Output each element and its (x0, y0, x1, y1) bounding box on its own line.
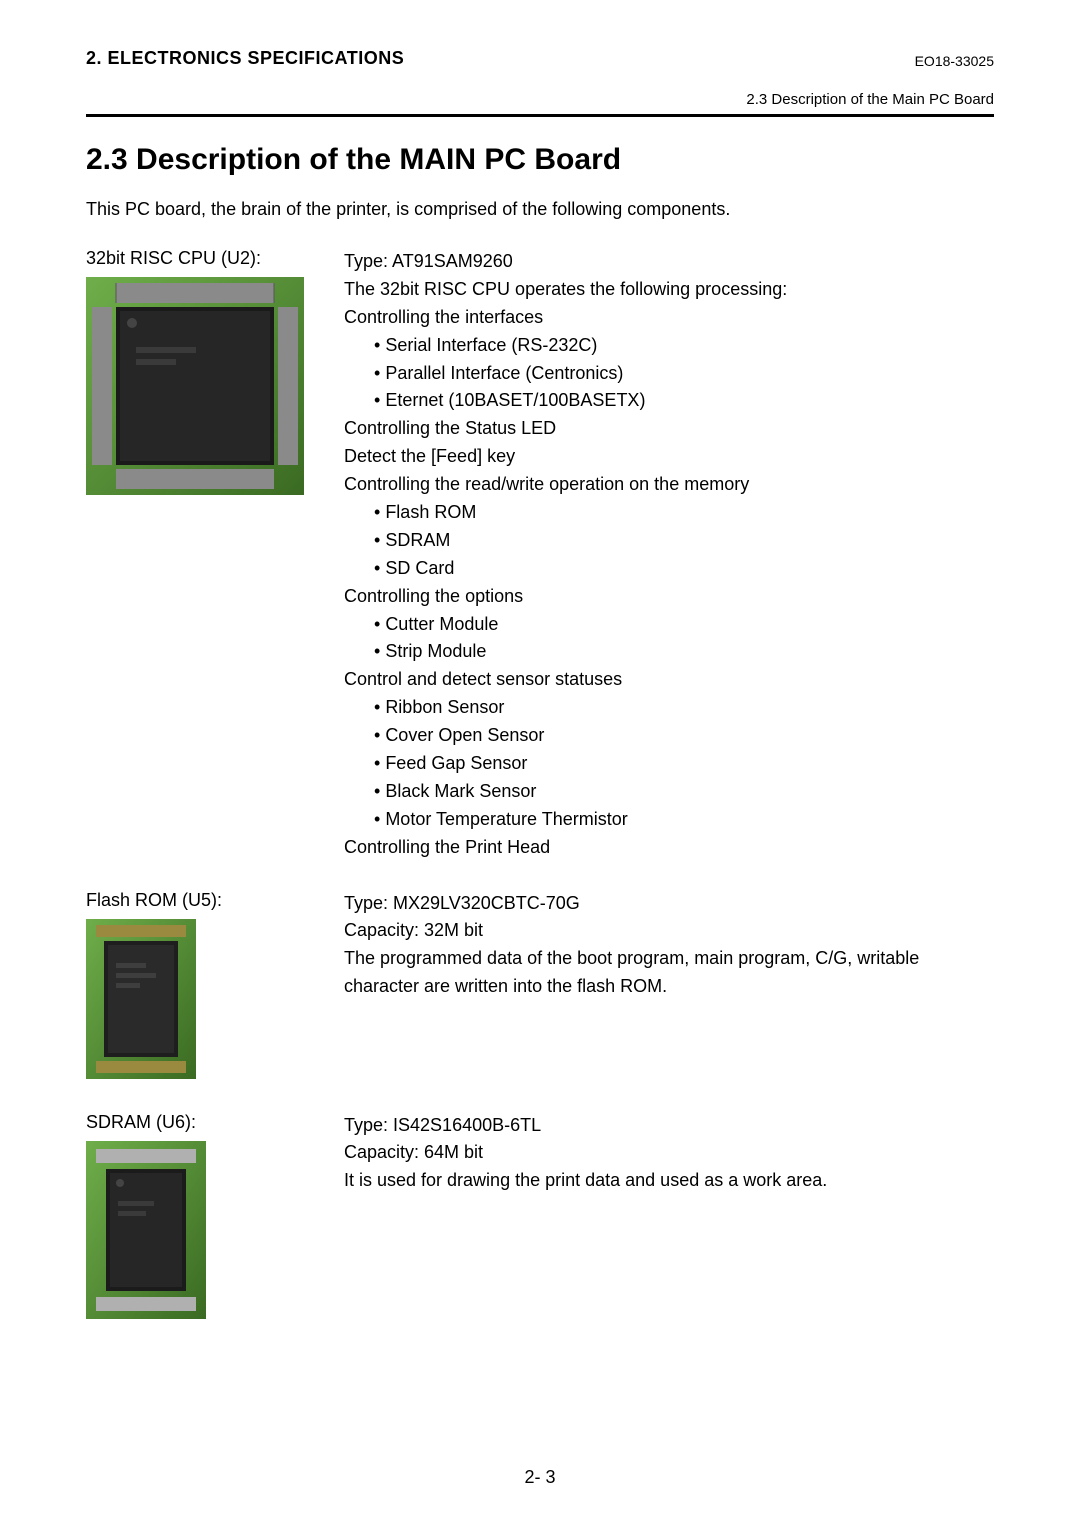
cpu-mem-item: SDRAM (374, 527, 994, 555)
sdram-chip-image (86, 1141, 206, 1319)
cpu-iface-item: Eternet (10BASET/100BASETX) (374, 387, 994, 415)
cpu-left-col: 32bit RISC CPU (U2): (86, 248, 344, 500)
cpu-sensor-item: Ribbon Sensor (374, 694, 994, 722)
cpu-sensor-item: Cover Open Sensor (374, 722, 994, 750)
cpu-options: Controlling the options (344, 583, 994, 611)
flash-type: Type: MX29LV320CBTC-70G (344, 890, 994, 918)
cpu-chip-icon (86, 277, 304, 495)
header-subheader: 2.3 Description of the Main PC Board (86, 91, 994, 108)
cpu-mem-item: Flash ROM (374, 499, 994, 527)
intro-text: This PC board, the brain of the printer,… (86, 199, 994, 220)
cpu-print-head: Controlling the Print Head (344, 834, 994, 862)
cpu-option-item: Strip Module (374, 638, 994, 666)
cpu-sensor-item: Black Mark Sensor (374, 778, 994, 806)
cpu-ctrl-interfaces: Controlling the interfaces (344, 304, 994, 332)
page-number: 2- 3 (0, 1467, 1080, 1488)
cpu-status-led: Controlling the Status LED (344, 415, 994, 443)
sdram-chip-icon (86, 1141, 206, 1319)
header-doc-code: EO18-33025 (915, 53, 994, 69)
cpu-mem-item: SD Card (374, 555, 994, 583)
component-cpu: 32bit RISC CPU (U2): (86, 248, 994, 862)
sdram-desc: It is used for drawing the print data an… (344, 1167, 994, 1195)
flash-chip-icon (86, 919, 196, 1079)
flash-chip-image (86, 919, 196, 1079)
flash-capacity: Capacity: 32M bit (344, 917, 994, 945)
sdram-capacity: Capacity: 64M bit (344, 1139, 994, 1167)
section-title: 2.3 Description of the MAIN PC Board (86, 143, 994, 177)
cpu-chip-image (86, 277, 304, 495)
cpu-iface-item: Parallel Interface (Centronics) (374, 360, 994, 388)
flash-right-col: Type: MX29LV320CBTC-70G Capacity: 32M bi… (344, 890, 994, 1002)
cpu-type: Type: AT91SAM9260 (344, 248, 994, 276)
cpu-sensor-list: Ribbon Sensor Cover Open Sensor Feed Gap… (344, 694, 994, 833)
cpu-right-col: Type: AT91SAM9260 The 32bit RISC CPU ope… (344, 248, 994, 862)
cpu-iface-item: Serial Interface (RS-232C) (374, 332, 994, 360)
component-sdram: SDRAM (U6): (86, 1112, 994, 1324)
sdram-label: SDRAM (U6): (86, 1112, 344, 1133)
sdram-left-col: SDRAM (U6): (86, 1112, 344, 1324)
flash-left-col: Flash ROM (U5): (86, 890, 344, 1084)
cpu-option-item: Cutter Module (374, 611, 994, 639)
cpu-mem-list: Flash ROM SDRAM SD Card (344, 499, 994, 583)
flash-desc: The programmed data of the boot program,… (344, 945, 994, 1001)
header-row: 2. ELECTRONICS SPECIFICATIONS EO18-33025 (86, 48, 994, 69)
page: 2. ELECTRONICS SPECIFICATIONS EO18-33025… (0, 0, 1080, 1528)
cpu-options-list: Cutter Module Strip Module (344, 611, 994, 667)
cpu-sensors: Control and detect sensor statuses (344, 666, 994, 694)
cpu-sensor-item: Motor Temperature Thermistor (374, 806, 994, 834)
header-section-label: 2. ELECTRONICS SPECIFICATIONS (86, 48, 404, 69)
cpu-desc1: The 32bit RISC CPU operates the followin… (344, 276, 994, 304)
header-rule (86, 114, 994, 117)
cpu-label: 32bit RISC CPU (U2): (86, 248, 344, 269)
component-flash: Flash ROM (U5): (86, 890, 994, 1084)
sdram-type: Type: IS42S16400B-6TL (344, 1112, 994, 1140)
cpu-sensor-item: Feed Gap Sensor (374, 750, 994, 778)
cpu-mem-ops: Controlling the read/write operation on … (344, 471, 994, 499)
sdram-right-col: Type: IS42S16400B-6TL Capacity: 64M bit … (344, 1112, 994, 1196)
flash-label: Flash ROM (U5): (86, 890, 344, 911)
cpu-iface-list: Serial Interface (RS-232C) Parallel Inte… (344, 332, 994, 416)
cpu-feed-key: Detect the [Feed] key (344, 443, 994, 471)
